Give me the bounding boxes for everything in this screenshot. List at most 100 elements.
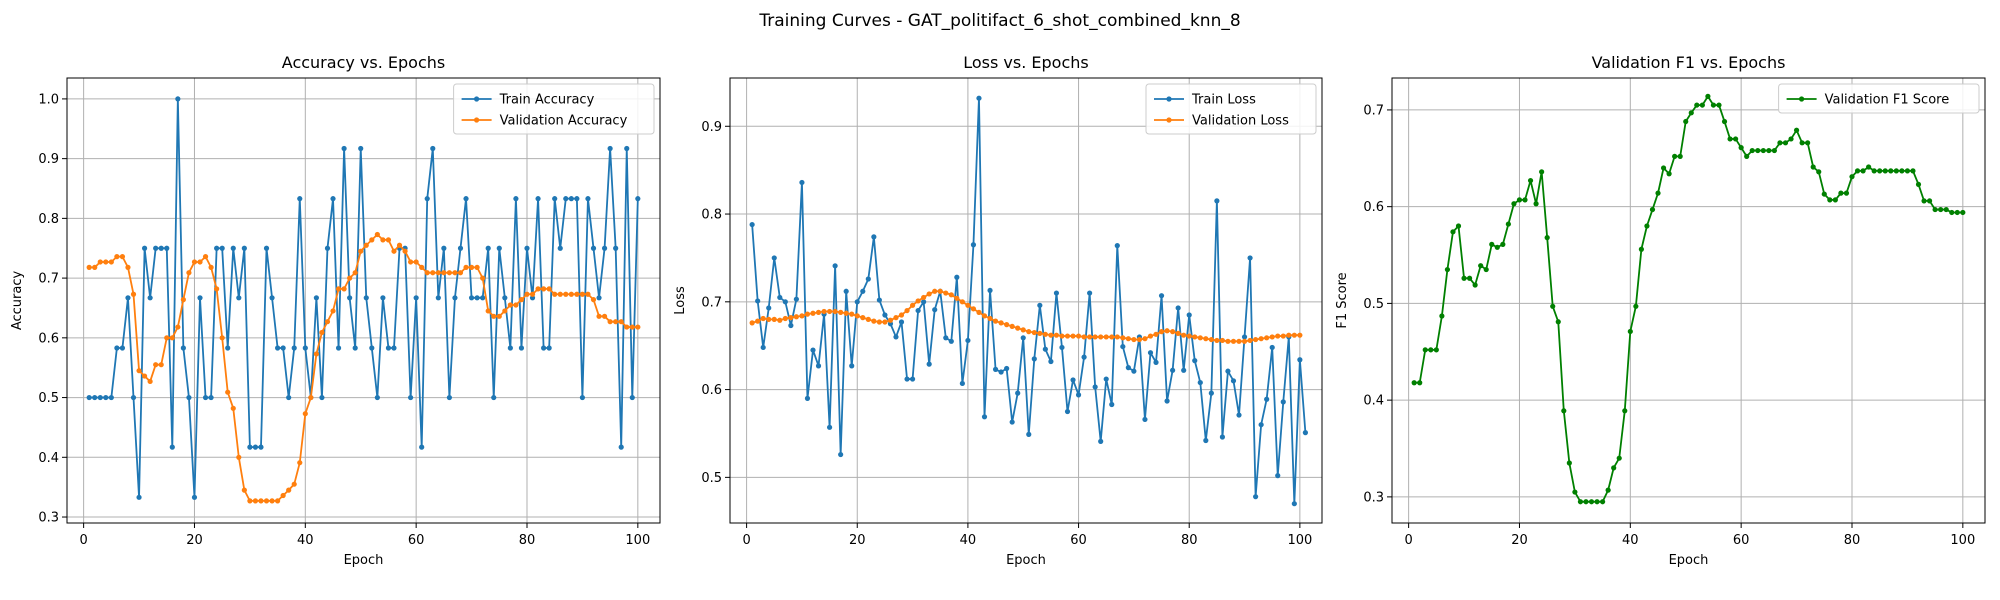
data-point: [513, 302, 519, 308]
data-point: [965, 337, 971, 344]
data-point: [904, 376, 910, 382]
data-point: [1158, 293, 1165, 299]
data-point: [959, 380, 965, 387]
data-point: [1417, 380, 1423, 386]
data-point: [782, 315, 788, 322]
data-point: [838, 451, 844, 458]
data-point: [1600, 499, 1606, 505]
data-point: [624, 145, 630, 152]
data-point: [1672, 153, 1678, 159]
data-point: [1616, 455, 1622, 461]
data-point: [1059, 333, 1065, 339]
data-point: [1688, 110, 1694, 116]
data-point: [119, 254, 126, 260]
data-point: [893, 334, 899, 340]
data-point: [635, 324, 641, 330]
data-point: [777, 317, 783, 323]
data-point: [1109, 334, 1115, 340]
data-point: [1605, 487, 1611, 493]
series-1: [749, 95, 1308, 507]
data-point: [821, 308, 827, 315]
data-point: [130, 291, 137, 297]
data-point: [1181, 367, 1187, 373]
data-point: [1147, 333, 1154, 339]
y-tick-label: 1.0: [38, 92, 59, 107]
data-point: [97, 259, 103, 265]
data-point: [1297, 332, 1303, 338]
data-point: [225, 345, 231, 351]
data-point: [976, 95, 982, 101]
data-point: [1286, 332, 1292, 338]
data-point: [335, 345, 342, 351]
data-point: [788, 315, 794, 321]
data-point: [1158, 329, 1165, 335]
data-point: [352, 345, 358, 351]
y-tick-label: 0.4: [1363, 394, 1384, 409]
data-point: [854, 299, 860, 305]
data-point: [1932, 206, 1938, 213]
x-tick-label: 80: [519, 533, 536, 548]
data-point: [258, 444, 264, 450]
data-point: [1433, 347, 1439, 353]
data-point: [263, 498, 270, 504]
data-point: [838, 309, 844, 315]
y-tick-label: 0.7: [38, 272, 59, 287]
data-point: [1009, 419, 1015, 425]
data-point: [125, 295, 131, 301]
data-point: [496, 313, 502, 319]
data-point: [843, 310, 849, 316]
data-point: [1247, 337, 1253, 344]
data-point: [513, 196, 519, 202]
legend-entry-label: Validation Loss: [1192, 114, 1289, 129]
data-point: [1114, 334, 1120, 340]
data-point: [607, 145, 613, 152]
data-point: [755, 318, 761, 324]
data-point: [130, 394, 137, 401]
data-point: [749, 221, 755, 228]
data-point: [898, 319, 905, 325]
data-point: [541, 286, 547, 292]
x-axis-label: Epoch: [1669, 553, 1709, 568]
data-point: [777, 294, 783, 301]
data-point: [1098, 334, 1104, 340]
data-point: [485, 308, 491, 314]
data-point: [552, 196, 558, 202]
data-point: [1561, 408, 1567, 414]
chart-title: Loss vs. Epochs: [963, 53, 1088, 72]
y-tick-label: 0.4: [38, 451, 59, 466]
data-point: [629, 394, 635, 401]
data-point: [976, 309, 982, 315]
data-point: [180, 345, 186, 351]
data-point: [319, 394, 325, 401]
data-point: [258, 498, 264, 504]
data-point: [197, 259, 203, 265]
data-point: [1466, 275, 1473, 281]
data-point: [263, 245, 270, 251]
data-point: [252, 444, 259, 450]
data-point: [832, 263, 838, 269]
data-point: [898, 312, 905, 318]
data-point: [230, 405, 236, 411]
data-point: [948, 338, 954, 344]
data-point: [452, 270, 458, 276]
data-point: [86, 264, 92, 270]
data-point: [915, 307, 921, 314]
data-point: [1788, 136, 1794, 142]
data-point: [480, 295, 486, 301]
data-point: [1816, 169, 1822, 175]
x-tick-label: 60: [408, 533, 425, 548]
x-tick-label: 100: [625, 533, 650, 548]
data-point: [1533, 201, 1539, 207]
data-point: [1627, 328, 1633, 335]
data-point: [136, 368, 142, 374]
data-point: [1583, 499, 1589, 505]
data-point: [1026, 329, 1032, 335]
data-point: [1192, 334, 1198, 340]
data-point: [981, 313, 988, 319]
data-point: [468, 295, 475, 301]
data-point: [893, 315, 899, 321]
data-point: [108, 394, 114, 401]
data-point: [1230, 378, 1237, 384]
data-point: [430, 145, 436, 152]
